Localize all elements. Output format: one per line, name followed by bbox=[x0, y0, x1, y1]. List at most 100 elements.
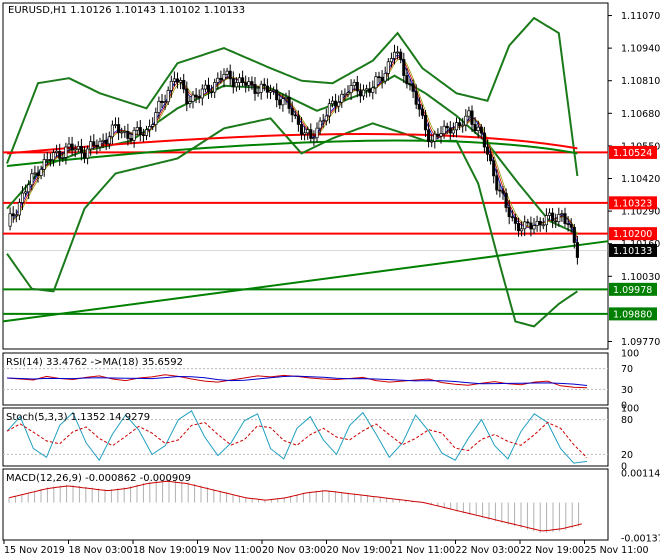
candle-body bbox=[272, 89, 276, 92]
candle-body bbox=[73, 148, 77, 151]
candle-body bbox=[380, 77, 384, 82]
candle-body bbox=[523, 221, 527, 230]
candle-body bbox=[256, 91, 260, 94]
price-tick-label: 1.10290 bbox=[621, 207, 660, 218]
candle-body bbox=[392, 51, 397, 59]
candle-body bbox=[135, 127, 139, 131]
candle-body bbox=[563, 213, 567, 224]
candle-body bbox=[405, 75, 409, 85]
candle-body bbox=[489, 153, 493, 162]
level-tag: 1.10323 bbox=[613, 198, 652, 209]
candle-body bbox=[309, 129, 313, 139]
candle-body bbox=[423, 114, 428, 131]
candle-body bbox=[476, 126, 480, 132]
candle-body bbox=[408, 83, 412, 86]
price-tick-label: 1.09770 bbox=[621, 337, 660, 348]
candle-body bbox=[293, 114, 297, 117]
candle-body bbox=[61, 157, 65, 159]
candle-body bbox=[92, 141, 96, 146]
panel-frame-2 bbox=[2, 407, 609, 467]
candle-body bbox=[64, 146, 68, 158]
current-price-tag-bg bbox=[609, 243, 657, 257]
candle-body bbox=[185, 88, 189, 104]
candle-body bbox=[237, 77, 242, 83]
panel-frame-3 bbox=[2, 468, 609, 541]
time-tick-label: 20 Nov 19:00 bbox=[327, 545, 391, 556]
candle-body bbox=[42, 159, 46, 170]
candle-body bbox=[439, 133, 443, 137]
candle-body bbox=[318, 120, 322, 129]
level-tag-bg bbox=[609, 307, 657, 321]
candle-body bbox=[24, 191, 28, 194]
candle-body bbox=[299, 124, 304, 135]
candle-body bbox=[275, 89, 279, 101]
candle-body bbox=[414, 91, 418, 105]
candle-body bbox=[200, 88, 204, 99]
candle-body bbox=[383, 73, 387, 82]
time-tick-label: 20 Nov 03:00 bbox=[262, 545, 326, 556]
candle-body bbox=[458, 122, 462, 127]
candle-body bbox=[172, 78, 176, 82]
bollinger-upper bbox=[6, 16, 579, 177]
candle-body bbox=[340, 93, 344, 103]
candle-body bbox=[36, 172, 40, 176]
price-tick-label: 1.10420 bbox=[621, 174, 660, 185]
level-tag-bg bbox=[609, 196, 657, 210]
trendline bbox=[6, 133, 578, 155]
candle-body bbox=[501, 190, 505, 194]
candle-body bbox=[451, 129, 455, 134]
candle-body bbox=[151, 124, 155, 127]
time-tick-label: 25 Nov 11:00 bbox=[585, 545, 649, 556]
candle-body bbox=[70, 143, 74, 151]
candle-body bbox=[513, 217, 517, 224]
level-tag: 1.10200 bbox=[613, 229, 652, 240]
candle-body bbox=[213, 82, 217, 93]
rsi-ma-line bbox=[6, 375, 588, 386]
candle-body bbox=[117, 124, 121, 134]
price-tick-label: 1.10810 bbox=[621, 76, 660, 87]
candle-body bbox=[330, 100, 335, 105]
level-tag: 1.10524 bbox=[613, 148, 652, 159]
candle-body bbox=[492, 160, 496, 177]
candle-body bbox=[33, 172, 37, 175]
candle-body bbox=[547, 212, 552, 216]
candle-body bbox=[473, 124, 477, 132]
candle-body bbox=[467, 110, 471, 117]
candle-body bbox=[191, 94, 195, 102]
candle-body bbox=[346, 92, 350, 95]
candle-body bbox=[427, 129, 431, 142]
time-tick-label: 18 Nov 03:00 bbox=[69, 545, 133, 556]
candle-body bbox=[504, 192, 508, 208]
candle-body bbox=[461, 124, 465, 127]
candle-body bbox=[296, 115, 300, 125]
candle-body bbox=[430, 140, 434, 143]
candle-body bbox=[420, 108, 424, 116]
candle-body bbox=[82, 152, 87, 159]
candle-body bbox=[352, 81, 356, 86]
candle-body bbox=[129, 138, 133, 141]
candle-body bbox=[89, 141, 93, 150]
candle-body bbox=[569, 223, 573, 228]
stoch-tick-label: 80 bbox=[621, 415, 633, 426]
rsi-tick-label: 30 bbox=[621, 385, 633, 396]
candle-body bbox=[95, 145, 99, 148]
candle-body bbox=[554, 220, 558, 223]
candle-body bbox=[485, 146, 490, 155]
candle-body bbox=[445, 125, 449, 129]
candle-body bbox=[259, 83, 263, 93]
stoch-tick-label: 100 bbox=[621, 404, 639, 415]
candle-body bbox=[349, 85, 353, 93]
macd-title: MACD(12,26,9) -0.000862 -0.000909 bbox=[6, 473, 191, 484]
candle-body bbox=[287, 96, 291, 109]
candle-body bbox=[324, 115, 328, 122]
time-tick-label: 19 Nov 11:00 bbox=[198, 545, 262, 556]
candle-body bbox=[244, 82, 248, 86]
time-tick-label: 21 Nov 11:00 bbox=[391, 545, 455, 556]
candle-body bbox=[216, 77, 220, 83]
candle-body bbox=[138, 127, 142, 135]
candle-body bbox=[113, 124, 118, 126]
candle-body bbox=[399, 51, 403, 60]
candle-body bbox=[234, 82, 238, 88]
candle-body bbox=[206, 84, 211, 93]
candle-body bbox=[566, 223, 570, 225]
